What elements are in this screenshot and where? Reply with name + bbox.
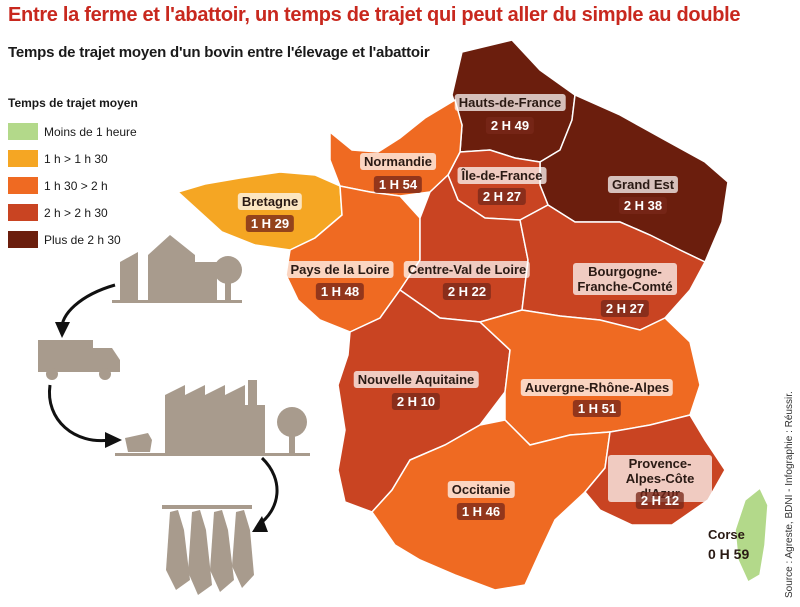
legend-swatch xyxy=(8,177,38,194)
region-time-bretagne: 1 H 29 xyxy=(245,215,295,232)
region-label-bourgogne-franche-comte: Bourgogne-Franche-Comté xyxy=(573,263,677,295)
legend-title: Temps de trajet moyen xyxy=(8,96,138,110)
region-label-centre-val-de-loire: Centre-Val de Loire xyxy=(403,261,531,278)
source-credit: Source : Agreste, BDNI - Infographie : R… xyxy=(784,391,795,598)
region-time-provence-alpes-cote-d-azur: 2 H 12 xyxy=(635,492,685,509)
region-label-auvergne-rhone-alpes: Auvergne-Rhône-Alpes xyxy=(520,379,674,396)
region-label-occitanie: Occitanie xyxy=(447,481,515,498)
arrow-head-icon xyxy=(252,516,268,532)
arrow-truck-to-abattoir-icon xyxy=(47,384,111,443)
legend-item-lt1h: Moins de 1 heure xyxy=(8,120,188,143)
legend-label: Moins de 1 heure xyxy=(44,124,137,139)
legend-item-1h-1h30: 1 h > 1 h 30 xyxy=(8,147,188,170)
legend-label: Plus de 2 h 30 xyxy=(44,232,121,247)
arrow-head-icon xyxy=(55,322,70,338)
truck-icon xyxy=(38,340,120,380)
region-label-grand-est: Grand Est xyxy=(607,176,679,193)
region-label-nouvelle-aquitaine: Nouvelle Aquitaine xyxy=(353,371,479,388)
page-title: Entre la ferme et l'abattoir, un temps d… xyxy=(8,4,741,26)
region-label-bretagne: Bretagne xyxy=(237,193,303,210)
region-corse xyxy=(734,486,769,584)
region-label-provence-alpes-cote-d-azur: Provence-Alpes-Côte d'Azur xyxy=(608,455,712,502)
page-subtitle: Temps de trajet moyen d'un bovin entre l… xyxy=(8,44,430,61)
legend-item-1h30-2h: 1 h 30 > 2 h xyxy=(8,174,188,197)
abattoir-icon xyxy=(115,380,310,456)
region-time-auvergne-rhone-alpes: 1 H 51 xyxy=(572,400,622,417)
region-time-centre-val-de-loire: 2 H 22 xyxy=(442,283,492,300)
region-time-nouvelle-aquitaine: 2 H 10 xyxy=(391,393,441,410)
farm-icon xyxy=(112,235,242,303)
region-time-occitanie: 1 H 46 xyxy=(456,503,506,520)
legend-label: 2 h > 2 h 30 xyxy=(44,205,108,220)
region-label-pays-de-la-loire: Pays de la Loire xyxy=(286,261,394,278)
arrow-abattoir-to-meat-icon xyxy=(257,456,279,527)
legend-swatch xyxy=(8,123,38,140)
arrow-farm-to-truck-icon xyxy=(60,283,116,331)
legend-swatch xyxy=(8,204,38,221)
carcass-icon xyxy=(162,505,254,595)
legend-label: 1 h 30 > 2 h xyxy=(44,178,108,193)
region-time-pays-de-la-loire: 1 H 48 xyxy=(315,283,365,300)
region-time-grand-est: 2 H 38 xyxy=(618,197,668,214)
legend-swatch xyxy=(8,231,38,248)
region-label-normandie: Normandie xyxy=(360,153,436,170)
region-label-hauts-de-france: Hauts-de-France xyxy=(454,94,566,111)
legend-label: 1 h > 1 h 30 xyxy=(44,151,108,166)
region-time-ile-de-france: 2 H 27 xyxy=(477,188,527,205)
region-time-hauts-de-france: 2 H 49 xyxy=(485,117,535,134)
legend-item-2h-2h30: 2 h > 2 h 30 xyxy=(8,201,188,224)
arrow-head-icon xyxy=(105,432,122,448)
legend-swatch xyxy=(8,150,38,167)
legend-item-gt2h30: Plus de 2 h 30 xyxy=(8,228,188,251)
region-time-bourgogne-franche-comte: 2 H 27 xyxy=(600,300,650,317)
region-time-normandie: 1 H 54 xyxy=(373,176,423,193)
legend: Temps de trajet moyen Moins de 1 heure 1… xyxy=(8,96,188,255)
region-label-ile-de-france: Île-de-France xyxy=(457,167,547,184)
region-time-corse: 0 H 59 xyxy=(708,546,750,562)
region-label-corse: Corse xyxy=(708,527,745,542)
